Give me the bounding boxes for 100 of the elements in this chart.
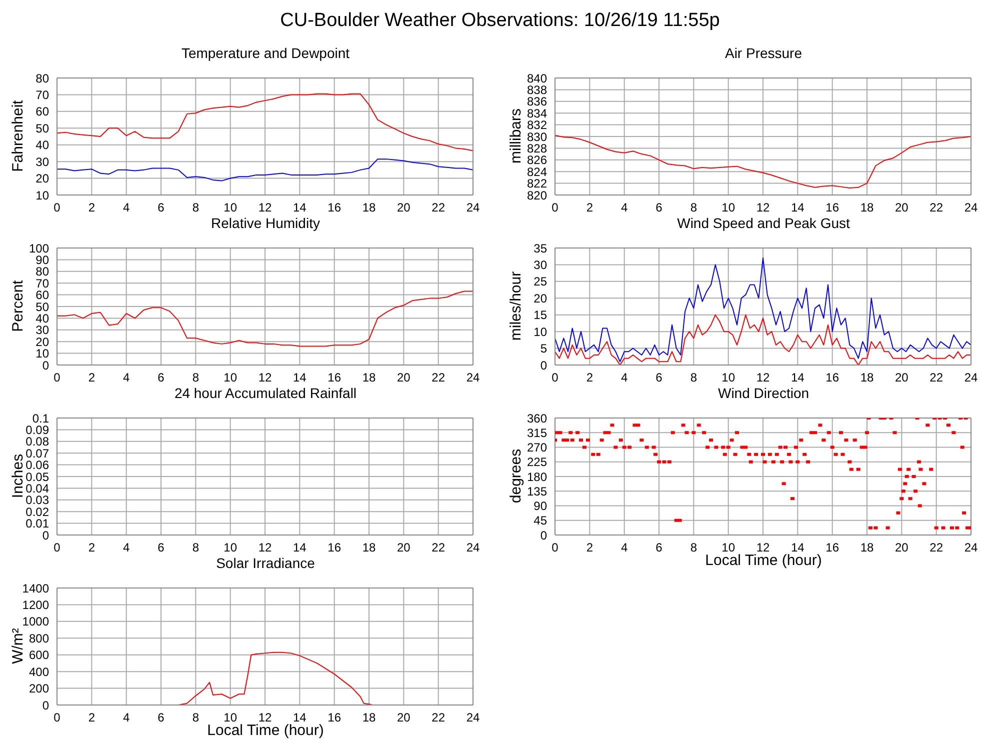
y-tick-label: 832 <box>526 118 548 132</box>
y-tick-label: 90 <box>534 499 548 514</box>
y-tick-label: 80 <box>36 264 50 279</box>
x-tick-label: 20 <box>396 200 411 215</box>
x-tick-label: 14 <box>292 200 307 215</box>
y-tick-label: 826 <box>526 153 548 168</box>
chart-title: Relative Humidity <box>210 214 321 233</box>
x-tick-label: 22 <box>930 200 944 215</box>
x-tick-label: 24 <box>466 200 480 215</box>
y-tick-label: 5 <box>540 342 548 356</box>
y-tick-label: 0 <box>42 528 50 542</box>
y-axis-title: Fahrenheit <box>10 100 26 172</box>
x-tick-label: 8 <box>192 540 200 555</box>
y-tick-label: 25 <box>534 274 548 289</box>
x-tick-label: 18 <box>362 710 376 725</box>
x-tick-label: 14 <box>292 710 307 725</box>
y-tick-label: 45 <box>534 514 548 528</box>
x-tick-label: 12 <box>756 200 770 215</box>
y-tick-label: 0.03 <box>26 493 50 508</box>
x-tick-label: 2 <box>88 370 96 385</box>
y-tick-label: 0 <box>540 358 548 372</box>
x-tick-label: 10 <box>722 200 736 215</box>
x-tick-label: 6 <box>656 370 663 385</box>
y-tick-label: 0 <box>42 698 50 712</box>
y-tick-label: 15 <box>534 308 548 322</box>
x-tick-label: 2 <box>88 710 96 725</box>
x-tick-label: 18 <box>860 370 874 385</box>
y-tick-label: 0.09 <box>26 422 50 437</box>
y-tick-label: 0.02 <box>26 504 50 519</box>
x-tick-label: 20 <box>396 710 411 725</box>
y-tick-label: 50 <box>36 121 50 136</box>
x-tick-label: 12 <box>258 540 272 555</box>
x-tick-label: 8 <box>192 710 200 725</box>
x-tick-label: 4 <box>122 710 130 725</box>
x-tick-label: 10 <box>224 710 238 725</box>
x-tick-label: 6 <box>158 540 165 555</box>
y-axis-title: Inches <box>10 454 26 498</box>
y-tick-label: 828 <box>526 141 548 156</box>
x-tick-label: 18 <box>860 540 874 555</box>
x-tick-label: 22 <box>432 370 446 385</box>
y-tick-label: 60 <box>36 104 50 119</box>
x-tick-label: 8 <box>690 370 698 385</box>
y-tick-label: 10 <box>36 188 50 202</box>
y-tick-label: 270 <box>526 440 548 455</box>
y-tick-label: 40 <box>36 311 50 326</box>
y-tick-label: 1200 <box>22 598 50 612</box>
y-tick-label: 0.06 <box>26 458 50 472</box>
x-tick-label: 0 <box>54 710 61 725</box>
x-tick-label: 16 <box>826 540 840 555</box>
y-tick-label: 838 <box>526 82 548 97</box>
y-axis-title: miles/hour <box>508 271 524 341</box>
x-tick-label: 2 <box>586 200 594 215</box>
x-tick-label: 0 <box>54 370 61 385</box>
y-tick-label: 10 <box>534 324 548 339</box>
y-tick-label: 180 <box>526 470 548 484</box>
chart-title: Air Pressure <box>724 44 804 63</box>
y-tick-label: 50 <box>36 300 50 314</box>
x-tick-label: 10 <box>224 200 238 215</box>
x-tick-label: 2 <box>88 200 96 215</box>
x-tick-label: 20 <box>396 540 411 555</box>
y-tick-label: 360 <box>526 411 548 426</box>
x-tick-label: 12 <box>258 370 272 385</box>
y-tick-label: 0.04 <box>26 481 50 496</box>
x-tick-label: 16 <box>328 370 342 385</box>
x-tick-label: 2 <box>88 540 96 555</box>
chart-title: Wind Speed and Peak Gust <box>676 214 851 233</box>
y-tick-label: 600 <box>28 648 50 662</box>
x-tick-label: 24 <box>466 710 480 725</box>
y-axis-title: degrees <box>508 448 524 504</box>
y-tick-label: 1400 <box>22 581 50 596</box>
x-tick-label: 18 <box>362 370 376 385</box>
x-tick-label: 10 <box>224 370 238 385</box>
x-tick-label: 0 <box>552 370 559 385</box>
y-tick-label: 20 <box>36 334 50 349</box>
x-tick-label: 4 <box>620 370 628 385</box>
x-tick-label: 18 <box>362 540 376 555</box>
x-tick-label: 8 <box>192 370 200 385</box>
y-tick-label: 834 <box>526 106 548 120</box>
x-tick-label: 24 <box>466 370 480 385</box>
x-tick-label: 18 <box>860 200 874 215</box>
y-tick-label: 70 <box>36 88 50 102</box>
x-tick-label: 6 <box>158 710 165 725</box>
y-tick-label: 315 <box>526 426 548 440</box>
x-tick-label: 4 <box>122 370 130 385</box>
y-axis-title: Percent <box>10 280 26 332</box>
y-tick-label: 100 <box>28 241 50 256</box>
x-tick-label: 0 <box>552 540 559 555</box>
x-tick-label: 4 <box>620 540 628 555</box>
x-tick-label: 20 <box>894 370 909 385</box>
x-tick-label: 2 <box>586 370 594 385</box>
x-tick-label: 4 <box>620 200 628 215</box>
line-series <box>555 258 971 362</box>
x-axis-title: Local Time (hour) <box>705 552 822 569</box>
x-tick-label: 12 <box>258 710 272 725</box>
x-tick-label: 20 <box>396 370 411 385</box>
x-tick-label: 22 <box>930 370 944 385</box>
y-tick-label: 135 <box>526 484 548 498</box>
y-tick-label: 20 <box>36 172 50 186</box>
y-tick-label: 30 <box>36 323 50 338</box>
x-tick-label: 10 <box>224 540 238 555</box>
